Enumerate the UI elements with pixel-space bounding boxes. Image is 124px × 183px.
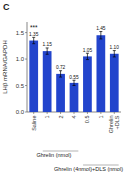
y-tick-label: 0.5 (16, 83, 25, 89)
bar (70, 83, 79, 112)
error-bar (46, 48, 49, 54)
y-tick-label: 0.0 (16, 109, 25, 115)
x-tick (47, 112, 48, 114)
chart: C0.00.51.01.5LHβ mRNA/GAPDH1.351.150.720… (0, 0, 124, 183)
bar (110, 54, 119, 112)
x-tick (60, 112, 61, 114)
group-bracket (43, 151, 79, 152)
error-cap (113, 50, 116, 51)
error-cap (32, 43, 35, 44)
error-bar (113, 51, 116, 57)
error-stem (100, 32, 101, 39)
data-label: 0.72 (56, 65, 66, 70)
bar (83, 56, 92, 112)
title: C (3, 2, 10, 12)
bar (43, 51, 52, 112)
error-bar (86, 53, 89, 59)
error-cap (73, 85, 76, 86)
error-cap (86, 53, 89, 54)
x-tick-label: 1 (98, 116, 104, 119)
x-tick-label-line: 1 (98, 116, 104, 119)
x-tick-label-line: 2 (57, 116, 63, 119)
error-cap (99, 31, 102, 32)
x-tick-label-line: +DLS (114, 115, 120, 129)
bar (56, 74, 65, 112)
group-label: Ghrelin (nmol) (36, 152, 71, 158)
error-bar (59, 71, 62, 77)
x-tick-label-line: 0.5 (84, 116, 90, 124)
x-tick-label-line: Saline (31, 116, 37, 131)
x-tick (114, 112, 115, 114)
group-bracket (83, 165, 119, 166)
x-tick (74, 112, 75, 114)
data-label: 1.05 (83, 48, 93, 53)
x-tick-label: Saline (31, 116, 37, 131)
y-axis-label: LHβ mRNA/GAPDH (2, 40, 8, 93)
data-label: 1.10 (110, 45, 120, 50)
x-tick (87, 112, 88, 114)
x-tick-label: 4 (71, 116, 77, 119)
error-bar (73, 80, 76, 85)
data-label: 1.15 (42, 42, 52, 47)
bars (29, 32, 118, 112)
error-cap (73, 80, 76, 81)
x-tick-label: 2 (57, 116, 63, 119)
x-tick-label: 1 (44, 116, 50, 119)
error-cap (59, 77, 62, 78)
x-tick-label: 0.5 (84, 116, 90, 124)
bar (29, 41, 38, 112)
error-cap (86, 59, 89, 60)
error-bar (99, 32, 102, 39)
error-cap (113, 56, 116, 57)
error-cap (46, 47, 49, 48)
error-cap (32, 37, 35, 38)
x-tick-label-line: 1 (44, 116, 50, 119)
significance: *** (30, 24, 38, 31)
error-stem (60, 71, 61, 77)
error-stem (114, 51, 115, 57)
x-tick-label: Ghrelin+DLS (108, 115, 120, 133)
bar (96, 35, 105, 112)
y-axis (27, 22, 28, 112)
data-label: 1.35 (29, 32, 39, 37)
x-tick-label-line: 4 (71, 116, 77, 119)
error-cap (46, 54, 49, 55)
data-label: 0.55 (69, 75, 79, 80)
error-cap (99, 38, 102, 39)
error-stem (87, 53, 88, 59)
y-tick-label: 1.0 (16, 56, 25, 62)
group-label: Ghrelin (4nmol)+DLS (nmol) (54, 166, 123, 172)
error-stem (74, 80, 75, 85)
y-tick-label: 1.5 (16, 30, 25, 36)
error-stem (33, 37, 34, 43)
x-tick (33, 112, 34, 114)
x-tick (100, 112, 101, 114)
error-cap (59, 70, 62, 71)
error-stem (47, 48, 48, 54)
error-bar (32, 37, 35, 43)
data-label: 1.45 (96, 26, 106, 31)
